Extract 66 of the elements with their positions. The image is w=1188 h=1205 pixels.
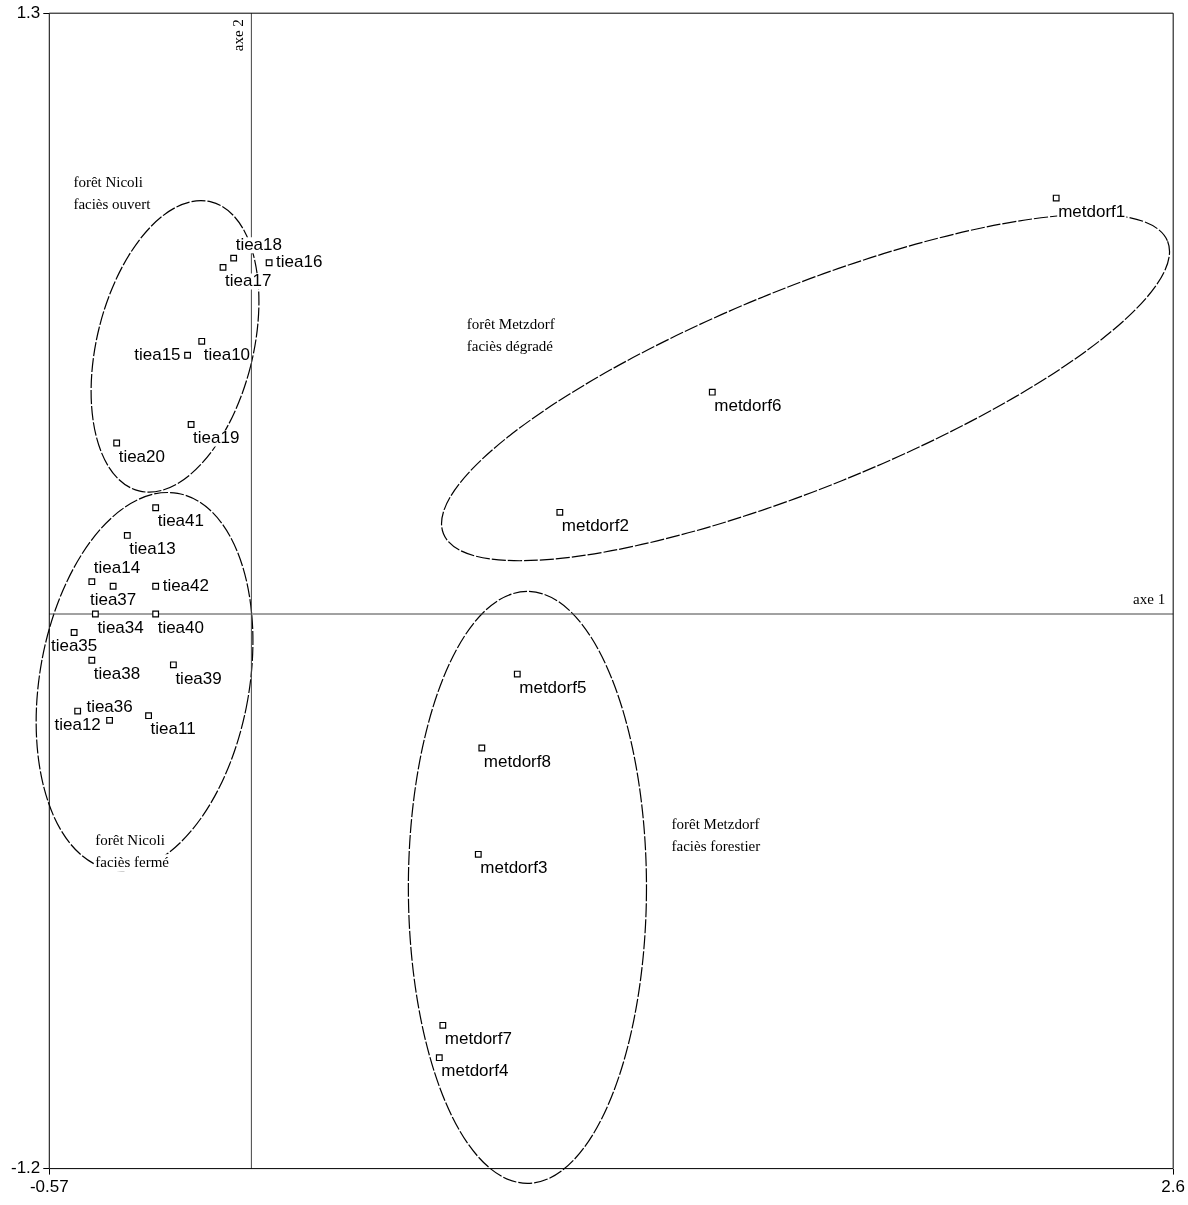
point [169,661,177,669]
series-label: tiea11 [150,719,196,739]
point [184,351,191,359]
point [230,254,238,262]
point [478,744,486,752]
point [106,716,113,724]
point [198,337,206,345]
series-label: metdorf7 [444,1029,512,1049]
y-tick-label: 1.3 [16,2,41,22]
y-axis-title: axe 2 [230,19,247,52]
point [123,532,131,539]
point [152,610,160,618]
x-tick-label: 2.6 [1161,1177,1185,1197]
series-label: metdorf1 [1058,201,1126,221]
series-label: tiea14 [93,558,141,578]
series-label: metdorf2 [561,516,629,536]
point [1052,194,1060,202]
series-label: tiea20 [118,446,165,466]
point [91,610,99,618]
point [74,707,82,715]
series-label: tiea42 [162,575,209,595]
annotation: forêt Metzdorf faciès forestier [671,815,761,854]
series-label: tiea15 [134,344,181,364]
point [70,629,78,636]
series-label: metdorf8 [483,751,551,771]
annotation: forêt Nicoli faciès fermé [95,832,170,871]
series-label: tiea38 [93,663,141,683]
point [219,263,227,271]
point [708,388,716,396]
point [152,582,160,590]
annotation: forêt Metzdorf faciès dégradé [466,315,555,354]
point [265,259,273,267]
point [556,508,564,516]
series-label: tiea12 [54,714,101,734]
series-label: metdorf4 [441,1061,509,1081]
point [187,421,195,428]
point [109,582,117,590]
y-tick-label: -1.2 [11,1158,41,1178]
x-axis-title: axe 1 [1133,590,1166,607]
point [113,439,121,447]
point [439,1021,447,1029]
series-label: tiea37 [89,589,137,609]
annotation: forêt Nicoli faciès ouvert [73,173,152,212]
point [152,504,160,512]
point [88,656,96,664]
series-label: tiea16 [276,252,323,272]
series-label: tiea41 [157,511,204,531]
series-label: tiea17 [225,271,272,291]
point [513,670,521,678]
series-label: tiea10 [203,345,251,365]
series-label: tiea35 [50,636,98,656]
point [88,578,96,586]
x-tick-label: -0.57 [29,1177,69,1197]
series-label: metdorf5 [519,677,587,697]
series-label: tiea36 [86,696,133,716]
point [474,850,482,858]
point [145,712,152,720]
series-label: metdorf6 [714,395,782,415]
series-label: tiea40 [157,617,204,637]
series-label: tiea39 [175,668,222,688]
series-label: tiea19 [193,428,240,448]
point [435,1054,443,1062]
series-label: tiea18 [235,234,282,254]
series-label: tiea13 [129,539,176,559]
series-label: tiea34 [97,617,144,637]
series-label: metdorf3 [480,858,548,878]
